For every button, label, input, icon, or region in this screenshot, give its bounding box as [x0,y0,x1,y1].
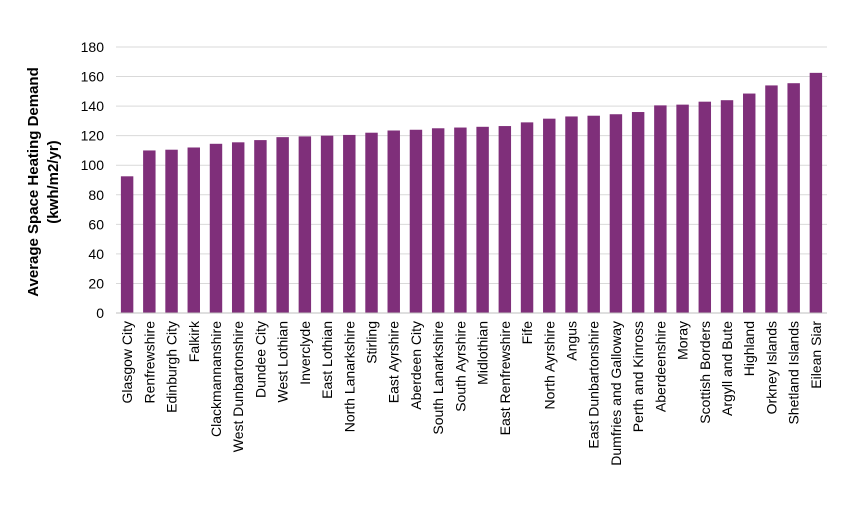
x-category-label: Clackmannanshire [208,321,224,437]
x-category-label: West Lothian [275,321,291,402]
y-tick-label: 20 [88,275,104,291]
bar [587,115,600,313]
x-category-label: Argyll and Bute [719,321,735,416]
x-category-label: South Ayrshire [452,321,468,412]
y-tick-label: 40 [88,246,104,262]
bar [543,118,556,313]
x-category-label: Inverclyde [297,321,313,385]
x-category-label: East Ayrshire [386,321,402,403]
bars [120,72,823,314]
bar [476,126,489,313]
y-axis-title-line-1: Average Space Heating Demand [25,67,42,297]
x-category-label: Dumfries and Galloway [608,321,624,466]
x-category-label: Stirling [364,321,380,364]
bar [787,83,800,313]
x-category-label: North Ayrshire [541,321,557,410]
x-category-label: Moray [675,321,691,360]
x-category-label: Highland [741,321,757,376]
bar [498,126,512,313]
bar [143,150,156,313]
x-category-label: Fife [519,321,535,345]
y-tick-label: 100 [81,157,105,173]
bar [298,136,312,313]
bar [609,114,623,313]
x-category-label: Glasgow City [119,321,135,403]
bar [631,112,645,314]
x-category-label: North Lanarkshire [341,321,357,432]
bar [254,140,267,313]
x-category-label: Perth and Kinross [630,321,646,432]
bar [720,100,734,313]
x-category-label: Aberdeen City [408,321,424,410]
bar [387,130,400,313]
bar [698,101,712,313]
x-category-label: Edinburgh City [164,321,180,413]
x-category-label: East Dunbartonshire [586,321,602,449]
x-category-label: Shetland Islands [786,321,802,425]
bar [231,142,245,313]
bar [120,176,134,313]
y-axis-ticks: 0 20 40 60 80 100 120 140 160 180 [81,39,105,321]
y-tick-label: 60 [88,216,104,232]
bar [165,149,178,313]
bar [654,105,667,313]
x-category-label: East Renfrewshire [497,321,513,436]
y-tick-label: 140 [81,98,105,114]
bar [520,122,534,313]
bar [276,137,289,313]
x-category-label: East Lothian [319,321,335,399]
gridlines [116,46,827,284]
x-category-label: South Lanarkshire [430,321,446,435]
y-tick-label: 120 [81,128,105,144]
x-category-label: Scottish Borders [697,321,713,424]
x-category-label: West Dunbartonshire [230,321,246,452]
bar [187,147,200,313]
x-category-label: Midlothian [475,321,491,385]
bar [409,129,423,313]
x-axis-category-labels: Glasgow City Renfrewshire Edinburgh City Fa… [119,320,824,466]
x-category-label: Aberdeenshire [652,321,668,412]
bar [365,132,378,313]
bar [743,93,756,313]
bar [765,85,778,313]
y-axis-title-line-2: (kwh/m2/yr) [45,140,62,223]
bar [209,143,223,313]
x-category-label: Angus [563,321,579,361]
y-tick-label: 160 [81,69,105,85]
x-category-label: Falkirk [186,320,202,362]
y-tick-label: 0 [96,305,104,321]
bar [676,104,689,313]
x-category-label: Eilean Siar [808,321,824,389]
x-category-label: Orkney Islands [763,321,779,414]
y-tick-label: 180 [81,39,105,55]
bar [320,135,334,313]
x-category-label: Dundee City [252,321,268,398]
y-tick-label: 80 [88,187,104,203]
bar [343,134,356,313]
bar [431,128,445,313]
bar [565,116,578,313]
x-category-label: Renfrewshire [141,321,157,404]
bar [809,72,823,313]
bar [454,127,467,314]
